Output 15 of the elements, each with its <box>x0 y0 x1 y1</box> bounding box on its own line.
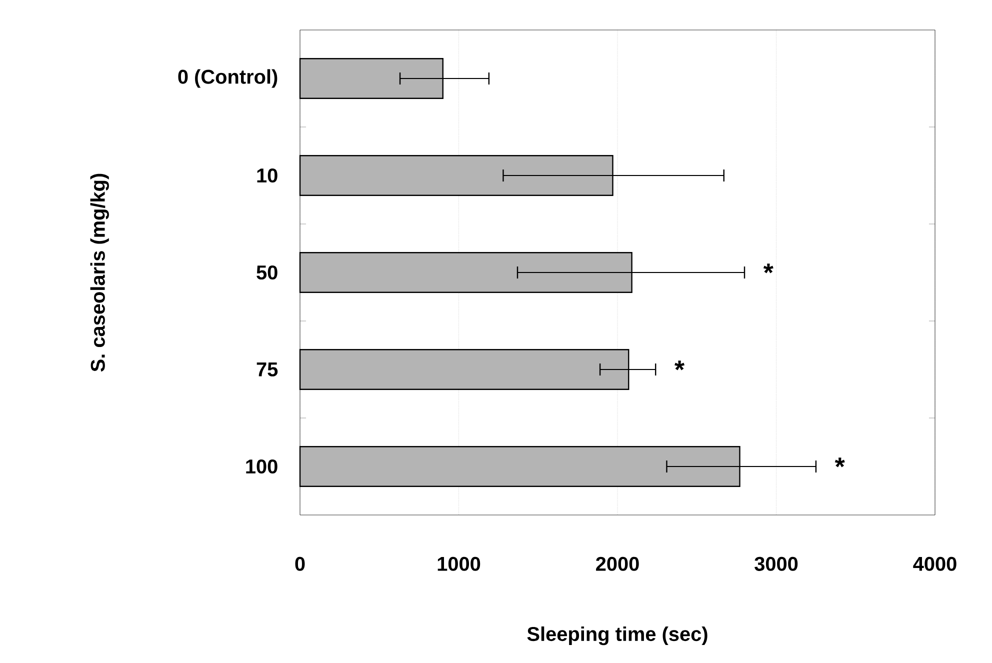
x-axis-title: Sleeping time (sec) <box>527 626 708 646</box>
annotation: * <box>834 458 845 468</box>
y-tick-label: 10 <box>257 168 278 183</box>
x-tick-label: 3000 <box>754 556 798 571</box>
y-axis-title: S. caseolaris (mg/kg) <box>90 174 109 372</box>
y-tick-label: 100 <box>246 459 278 474</box>
y-tick-label: 50 <box>256 265 278 280</box>
annotation: * <box>674 360 685 370</box>
x-tick-label: 4000 <box>913 556 956 571</box>
x-tick-label: 0 <box>295 556 305 571</box>
annotation: * <box>763 264 774 274</box>
x-tick-label: 2000 <box>596 556 639 571</box>
y-tick-label: 0 (Control) <box>178 69 278 88</box>
y-tick-label: 75 <box>256 362 278 376</box>
x-tick-label: 1000 <box>438 556 480 571</box>
